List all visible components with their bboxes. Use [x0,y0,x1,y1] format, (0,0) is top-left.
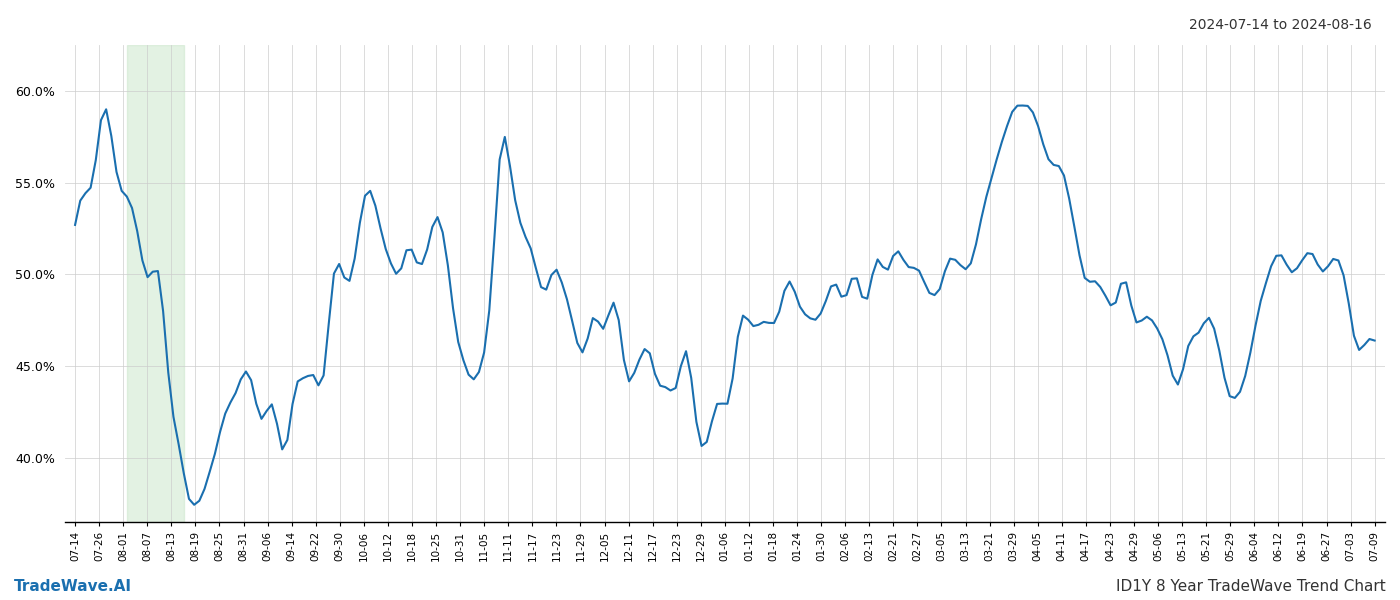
Text: ID1Y 8 Year TradeWave Trend Chart: ID1Y 8 Year TradeWave Trend Chart [1116,579,1386,594]
Bar [127,45,183,522]
Text: TradeWave.AI: TradeWave.AI [14,579,132,594]
Text: 2024-07-14 to 2024-08-16: 2024-07-14 to 2024-08-16 [1189,18,1372,32]
